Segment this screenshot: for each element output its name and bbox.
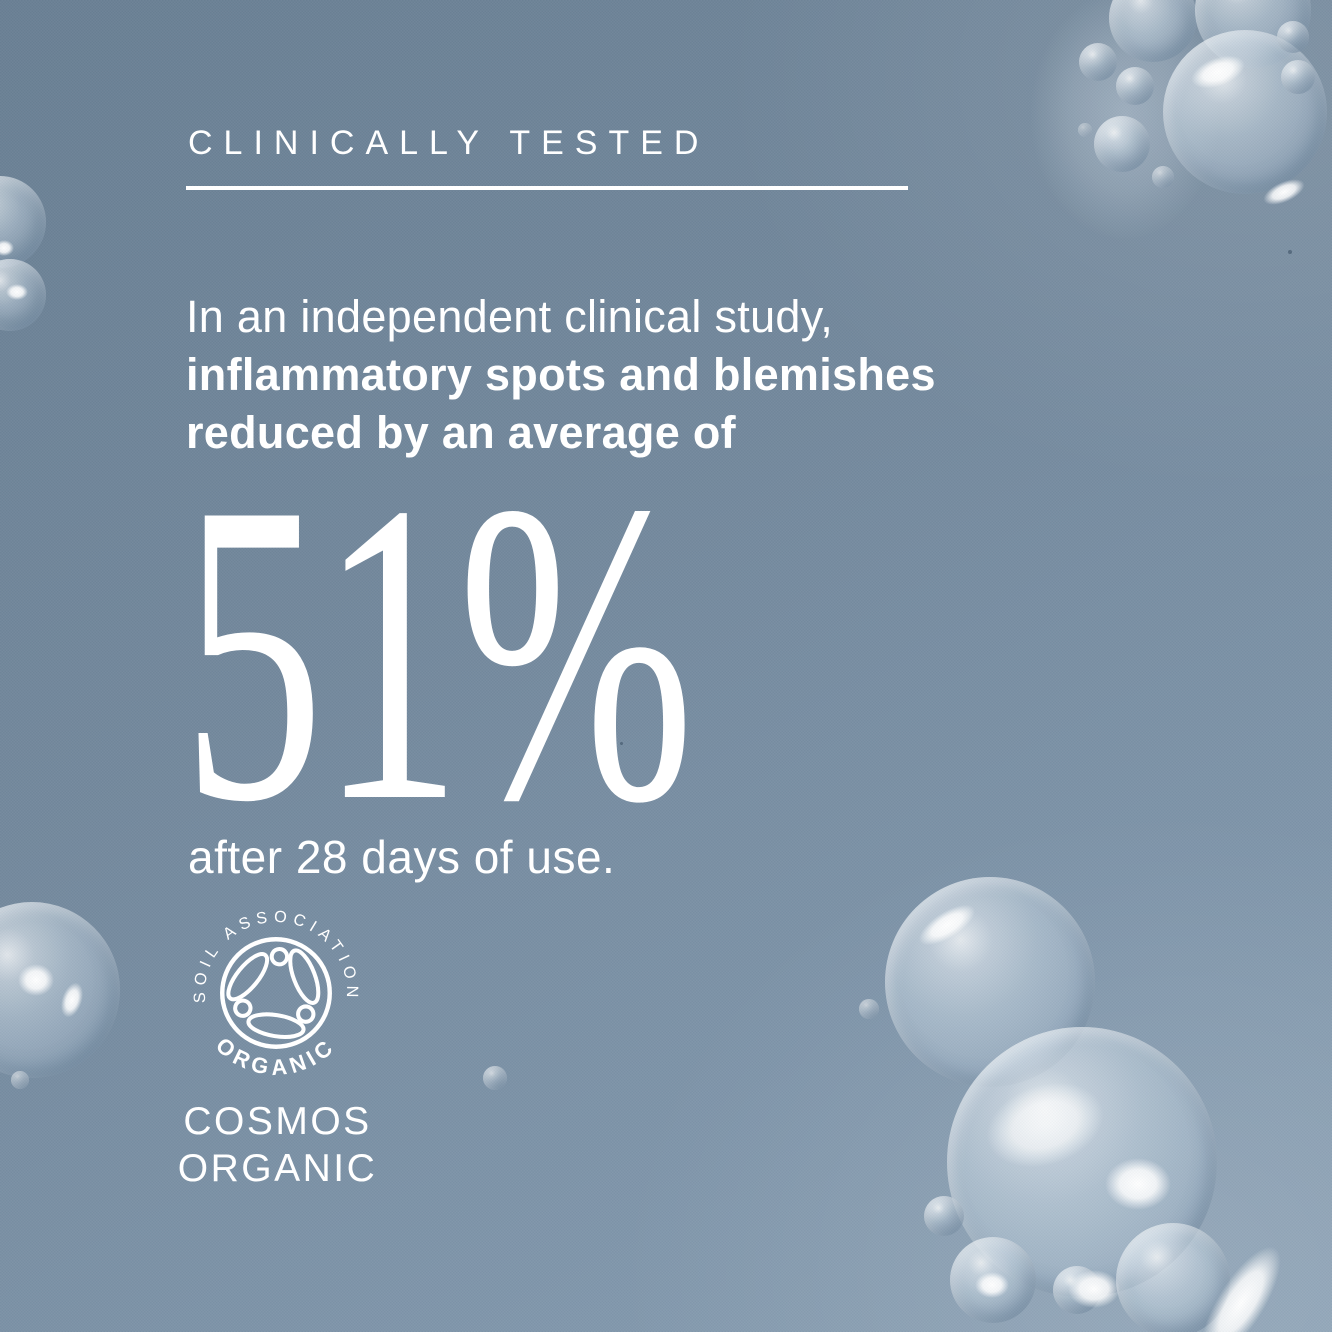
bubble-decoration — [924, 1196, 964, 1236]
cosmos-organic-wordmark: COSMOS ORGANIC — [155, 1098, 400, 1192]
bubble-highlight — [0, 240, 14, 256]
claim-line-1: In an independent clinical study, — [186, 291, 833, 342]
claim-line-2: inflammatory spots and blemishes — [186, 349, 936, 400]
stat-caption: after 28 days of use. — [188, 831, 616, 883]
bubble-highlight — [18, 964, 54, 996]
bubble-decoration — [859, 999, 879, 1019]
bubble-decoration — [1277, 21, 1309, 53]
bubble-decoration — [1152, 166, 1174, 188]
bubble-decoration — [0, 902, 120, 1078]
bubble-decoration — [1163, 30, 1327, 194]
bubble-decoration — [11, 1071, 29, 1089]
eyebrow-heading: CLINICALLY TESTED — [188, 124, 710, 162]
heading-underline — [186, 186, 908, 190]
wordmark-line-2: ORGANIC — [177, 1147, 378, 1190]
wordmark-line-1: COSMOS — [183, 1100, 372, 1143]
logo-ring — [220, 937, 332, 1049]
stat-value: 51% — [182, 415, 694, 891]
bubble-decoration — [483, 1066, 507, 1090]
logo-arc-text-top: SOIL ASSOCIATION — [191, 908, 356, 1004]
logo-arc-text-bottom: ORGANIC — [211, 1032, 336, 1080]
trefoil-knot-icon — [226, 946, 321, 1039]
bubble-highlight — [975, 1272, 1009, 1298]
soil-association-organic-logo: SOIL ASSOCIATION ORGANIC — [191, 908, 361, 1081]
bubble-highlight — [1068, 1270, 1120, 1308]
bubble-decoration — [1079, 43, 1117, 81]
bubble-decoration — [1094, 116, 1150, 172]
bubble-highlight — [6, 284, 28, 300]
svg-text:ORGANIC: ORGANIC — [211, 1032, 341, 1080]
bubble-decoration — [1078, 123, 1092, 137]
bubble-highlight — [1105, 1158, 1171, 1210]
claim-line-3: reduced by an average of — [186, 407, 736, 458]
bubble-decoration — [1116, 67, 1154, 105]
bubble-decoration — [1281, 60, 1315, 94]
speck-decoration — [1288, 250, 1292, 254]
speck-decoration — [620, 742, 623, 745]
claim-text: In an independent clinical study, inflam… — [186, 288, 936, 462]
svg-text:SOIL ASSOCIATION: SOIL ASSOCIATION — [191, 908, 361, 1004]
